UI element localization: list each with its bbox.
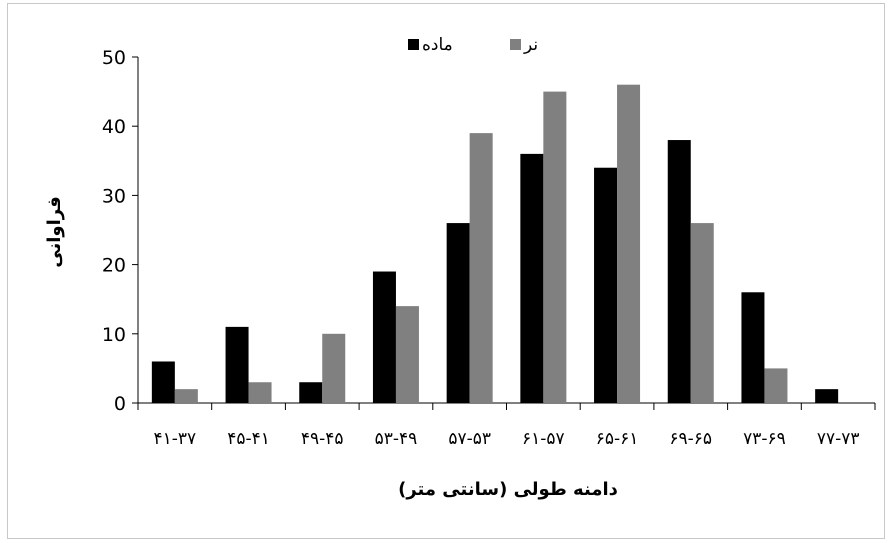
y-tick-label: 50 — [102, 47, 126, 69]
bar-series2-1 — [248, 382, 272, 403]
bar-series1-2 — [299, 382, 323, 403]
bar-series1-0 — [151, 361, 175, 403]
x-tick-label: ۵۳-۴۹ — [375, 429, 418, 449]
bar-series2-4 — [469, 133, 493, 403]
legend-swatch — [408, 39, 419, 50]
y-tick-label: 20 — [102, 255, 126, 277]
bar-series1-6 — [594, 167, 618, 403]
y-tick-label: 30 — [102, 185, 126, 207]
x-tick-label: ۴۱-۳۷ — [154, 429, 197, 449]
chart-frame — [7, 3, 885, 539]
bar-series1-3 — [372, 271, 396, 403]
x-tick-label: ۷۷-۷۳ — [817, 429, 860, 449]
bar-series1-5 — [520, 153, 544, 403]
y-axis-title: فراوانی — [44, 196, 65, 267]
legend: ماده نر — [408, 35, 538, 55]
bar-series2-8 — [764, 368, 788, 403]
bar-series1-7 — [667, 140, 691, 404]
x-axis: ۴۱-۳۷ ۴۵-۴۱ ۴۹-۴۵ ۵۳-۴۹ ۵۷-۵۳ ۶۱-۵۷ ۶۵-۶۱ ۶۹-۶۵… — [137, 402, 876, 449]
y-axis: 0 10 20 30 40 50 — [102, 47, 139, 415]
bar-series2-2 — [322, 333, 346, 403]
x-tick-label: ۴۹-۴۵ — [301, 429, 344, 449]
x-tick-label: ۶۱-۵۷ — [522, 429, 565, 449]
x-tick-label: ۵۷-۵۳ — [448, 429, 491, 449]
x-tick-label: ۶۵-۶۱ — [596, 429, 639, 449]
bar-series2-5 — [543, 91, 567, 403]
legend-label: نر — [523, 35, 538, 55]
y-tick-label: 10 — [102, 324, 126, 346]
bars — [151, 84, 839, 404]
bar-series2-3 — [395, 306, 419, 403]
bar-series1-8 — [741, 292, 765, 403]
legend-swatch — [510, 39, 521, 50]
bar-series1-1 — [225, 326, 249, 403]
bar-series2-0 — [174, 389, 198, 403]
x-axis-title: دامنه طولی (سانتی متر) — [398, 479, 618, 500]
x-tick-label: ۶۹-۶۵ — [669, 429, 712, 449]
legend-label: ماده — [422, 35, 453, 55]
bar-series2-6 — [617, 84, 641, 404]
bar-series2-7 — [690, 223, 714, 403]
y-tick-label: 40 — [102, 116, 126, 138]
y-tick-label: 0 — [114, 393, 126, 415]
x-tick-label: ۷۳-۶۹ — [743, 429, 786, 449]
bar-series1-9 — [815, 389, 839, 403]
x-tick-label: ۴۵-۴۱ — [227, 429, 270, 449]
bar-series1-4 — [446, 223, 470, 403]
